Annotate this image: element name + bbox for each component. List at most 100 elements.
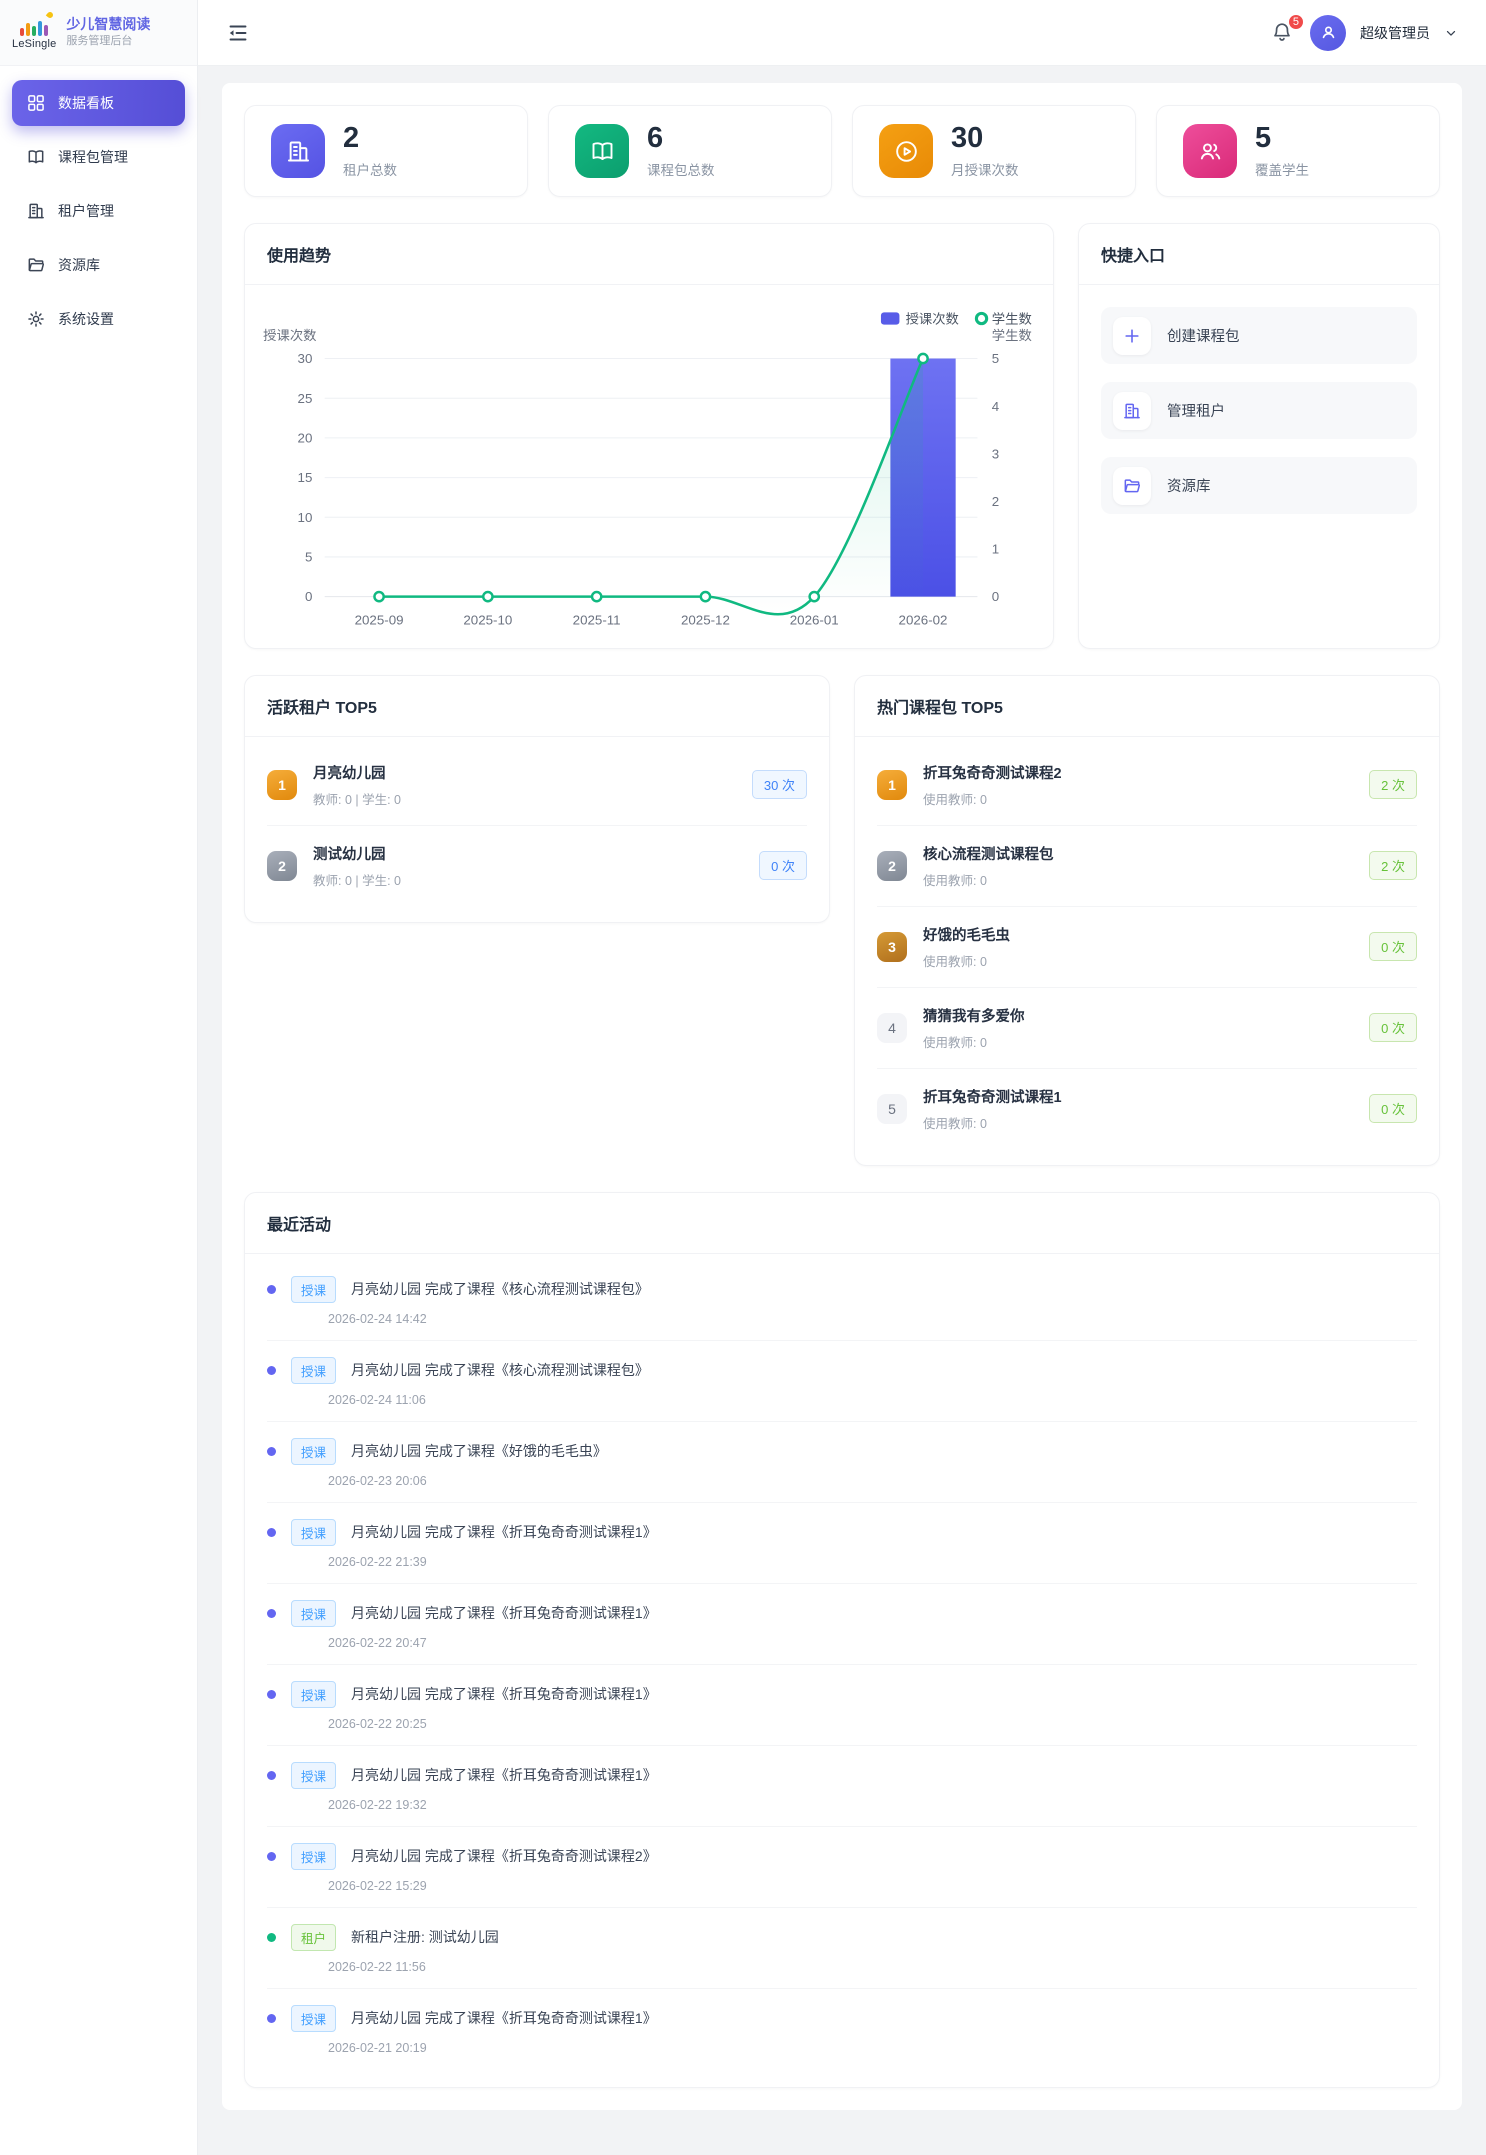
activity-type-badge: 授课 <box>291 1275 337 1303</box>
svg-text:学生数: 学生数 <box>992 328 1032 343</box>
usage-count-badge: 2 次 <box>1369 851 1417 881</box>
svg-text:3: 3 <box>992 446 999 461</box>
sidebar-item-dashboard[interactable]: 数据看板 <box>12 80 185 126</box>
folder-icon <box>28 258 45 272</box>
sidebar-collapse-button[interactable] <box>226 20 252 46</box>
activity-type-badge: 授课 <box>291 1356 337 1384</box>
activity-type-badge: 租户 <box>291 1923 337 1951</box>
quick-entry-card: 快捷入口 创建课程包 管理租户 <box>1078 223 1440 649</box>
package-rank-row: 1 折耳兔奇奇测试课程2 使用教师: 0 2 次 <box>877 745 1417 826</box>
activity-row: 授课 月亮幼儿园 完成了课程《折耳兔奇奇测试课程1》 2026-02-21 20… <box>267 1989 1417 2069</box>
activity-text: 月亮幼儿园 完成了课程《折耳兔奇奇测试课程1》 <box>351 1767 657 1784</box>
svg-text:学生数: 学生数 <box>992 312 1032 327</box>
activity-dot <box>267 1689 276 1699</box>
usage-count-badge: 0 次 <box>759 851 807 881</box>
svg-text:15: 15 <box>298 470 313 485</box>
sidebar-item-label: 资源库 <box>58 257 100 273</box>
user-name[interactable]: 超级管理员 <box>1360 24 1430 41</box>
activity-dot <box>267 1932 276 1942</box>
avatar[interactable] <box>1310 14 1346 51</box>
notification-bell-button[interactable]: 5 <box>1270 12 1305 46</box>
sidebar-item-label: 租户管理 <box>58 203 114 219</box>
activity-dot <box>267 1527 276 1537</box>
activity-time: 2026-02-24 11:06 <box>328 1392 426 1407</box>
brand-logo-icon: LeSingle <box>12 10 57 50</box>
activity-text: 月亮幼儿园 完成了课程《核心流程测试课程包》 <box>351 1281 649 1298</box>
activity-row: 租户 新租户注册: 测试幼儿园 2026-02-22 11:56 <box>267 1908 1417 1989</box>
sidebar-item-resources[interactable]: 资源库 <box>12 242 185 288</box>
svg-text:30: 30 <box>298 351 313 366</box>
activity-type-badge: 授课 <box>291 1518 337 1546</box>
main-area: 5 超级管理员 <box>198 0 1486 2155</box>
activity-time: 2026-02-22 15:29 <box>328 1878 427 1893</box>
stat-card-monthly-lessons: 30 月授课次数 <box>852 105 1136 197</box>
active-tenants-title: 活跃租户 TOP5 <box>245 676 829 737</box>
activity-type-badge: 授课 <box>291 1680 337 1708</box>
building-icon <box>28 203 44 219</box>
stat-card-course-packages: 6 课程包总数 <box>548 105 832 197</box>
logo-text: LeSingle <box>12 37 57 50</box>
svg-text:20: 20 <box>298 431 313 446</box>
quick-entry-label: 资源库 <box>1167 479 1211 495</box>
quick-entry-manage-tenants[interactable]: 管理租户 <box>1101 382 1417 439</box>
svg-text:10: 10 <box>298 510 313 525</box>
svg-text:5: 5 <box>305 550 312 565</box>
rank-badge: 1 <box>267 769 297 800</box>
svg-text:0: 0 <box>305 589 312 604</box>
activity-row: 授课 月亮幼儿园 完成了课程《折耳兔奇奇测试课程1》 2026-02-22 21… <box>267 1503 1417 1584</box>
logo-block: LeSingle 少儿智慧阅读 服务管理后台 <box>0 0 197 66</box>
tenant-meta: 教师: 0 | 学生: 0 <box>313 792 401 807</box>
activity-time: 2026-02-24 14:42 <box>328 1311 427 1326</box>
building-icon <box>1124 403 1140 418</box>
recent-activity-list: 授课 月亮幼儿园 完成了课程《核心流程测试课程包》 2026-02-24 14:… <box>245 1254 1439 2087</box>
quick-entry-create-package[interactable]: 创建课程包 <box>1101 307 1417 364</box>
activity-type-badge: 授课 <box>291 2004 337 2032</box>
activity-text: 月亮幼儿园 完成了课程《折耳兔奇奇测试课程2》 <box>351 1848 657 1865</box>
sidebar-item-settings[interactable]: 系统设置 <box>12 296 185 342</box>
usage-count-badge: 0 次 <box>1369 1094 1417 1124</box>
quick-entry-title: 快捷入口 <box>1079 224 1439 285</box>
stat-label: 租户总数 <box>343 162 397 178</box>
bell-icon <box>1274 22 1290 41</box>
activity-text: 月亮幼儿园 完成了课程《核心流程测试课程包》 <box>351 1362 649 1379</box>
activity-row: 授课 月亮幼儿园 完成了课程《折耳兔奇奇测试课程2》 2026-02-22 15… <box>267 1827 1417 1908</box>
rank-badge: 4 <box>877 1012 907 1043</box>
active-tenants-card: 活跃租户 TOP5 1 月亮幼儿园 教师: 0 | 学生: 0 30 次 <box>244 674 830 923</box>
svg-text:授课次数: 授课次数 <box>906 312 959 327</box>
svg-text:2025-11: 2025-11 <box>573 612 621 627</box>
page-content: 2 租户总数 6 课程包总数 <box>198 66 1486 2155</box>
svg-text:0: 0 <box>992 589 999 604</box>
gear-icon <box>28 311 44 327</box>
sidebar-item-tenants[interactable]: 租户管理 <box>12 188 185 234</box>
stat-card-students: 5 覆盖学生 <box>1156 105 1440 197</box>
package-rank-row: 2 核心流程测试课程包 使用教师: 0 2 次 <box>877 826 1417 907</box>
activity-time: 2026-02-22 20:25 <box>328 1716 427 1731</box>
activity-type-badge: 授课 <box>291 1599 337 1627</box>
dashboard-container: 2 租户总数 6 课程包总数 <box>222 83 1462 2110</box>
activity-time: 2026-02-22 11:56 <box>328 1959 426 1974</box>
rank-badge: 2 <box>267 850 297 881</box>
topbar: 5 超级管理员 <box>198 0 1486 66</box>
activity-time: 2026-02-22 21:39 <box>328 1554 427 1569</box>
sidebar-item-label: 系统设置 <box>58 311 114 327</box>
package-name: 猜猜我有多爱你 <box>923 1008 1025 1025</box>
stat-card-tenants: 2 租户总数 <box>244 105 528 197</box>
quick-entry-resources[interactable]: 资源库 <box>1101 457 1417 514</box>
sidebar-item-course-packages[interactable]: 课程包管理 <box>12 134 185 180</box>
activity-time: 2026-02-21 20:19 <box>328 2040 427 2055</box>
recent-activity-title: 最近活动 <box>245 1193 1439 1254</box>
activity-dot <box>267 1284 276 1294</box>
building-icon <box>287 141 309 161</box>
usage-count-badge: 0 次 <box>1369 1013 1417 1043</box>
svg-text:授课次数: 授课次数 <box>263 328 316 343</box>
activity-text: 月亮幼儿园 完成了课程《折耳兔奇奇测试课程1》 <box>351 2010 657 2027</box>
dashboard-icon <box>28 95 44 111</box>
activity-dot <box>267 1851 276 1861</box>
hot-packages-title: 热门课程包 TOP5 <box>855 676 1439 737</box>
stats-row: 2 租户总数 6 课程包总数 <box>244 105 1440 197</box>
tenant-name: 月亮幼儿园 <box>313 765 386 782</box>
chevron-down-icon[interactable] <box>1444 26 1458 40</box>
book-icon <box>592 141 612 160</box>
package-rank-row: 3 好饿的毛毛虫 使用教师: 0 0 次 <box>877 907 1417 988</box>
